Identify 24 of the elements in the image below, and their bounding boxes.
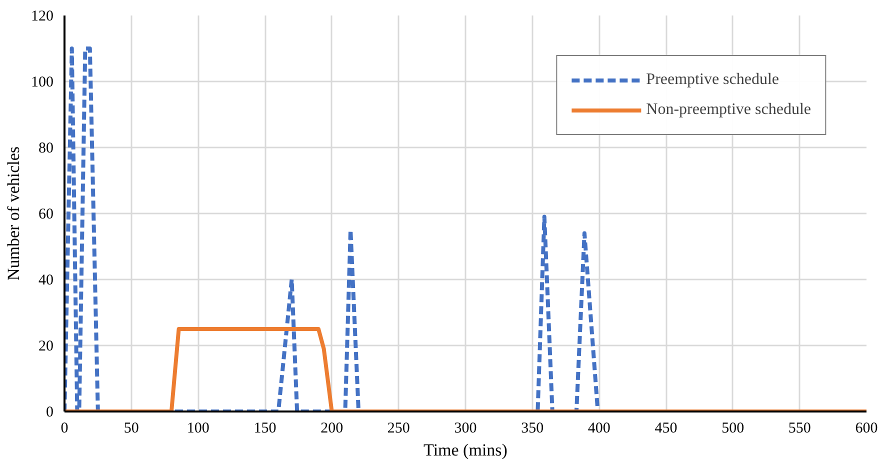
- x-tick-label: 350: [521, 420, 544, 436]
- y-tick-label: 0: [46, 404, 54, 420]
- y-tick-label: 20: [38, 338, 54, 354]
- legend-label: Preemptive schedule: [646, 71, 780, 89]
- legend-label: Non-preemptive schedule: [646, 101, 811, 119]
- x-tick-label: 0: [60, 420, 68, 436]
- y-tick-label: 60: [38, 206, 54, 222]
- y-tick-label: 40: [38, 272, 54, 288]
- y-axis-title: Number of vehicles: [4, 146, 23, 281]
- y-tick-label: 120: [31, 8, 54, 24]
- x-tick-label: 400: [588, 420, 610, 436]
- x-tick-label: 500: [722, 420, 744, 436]
- x-tick-label: 250: [387, 420, 410, 436]
- x-tick-label: 50: [124, 420, 139, 436]
- x-tick-label: 450: [654, 420, 678, 436]
- x-tick-label: 550: [788, 420, 811, 436]
- x-tick-label: 300: [454, 420, 477, 436]
- x-tick-label: 200: [320, 420, 344, 436]
- y-tick-label: 80: [38, 140, 54, 156]
- x-tick-label: 100: [186, 420, 210, 436]
- x-tick-label: 150: [254, 420, 276, 436]
- x-tick-label: 600: [855, 420, 878, 436]
- y-tick-label: 100: [31, 74, 54, 90]
- x-axis-title: Time (mins): [424, 440, 508, 460]
